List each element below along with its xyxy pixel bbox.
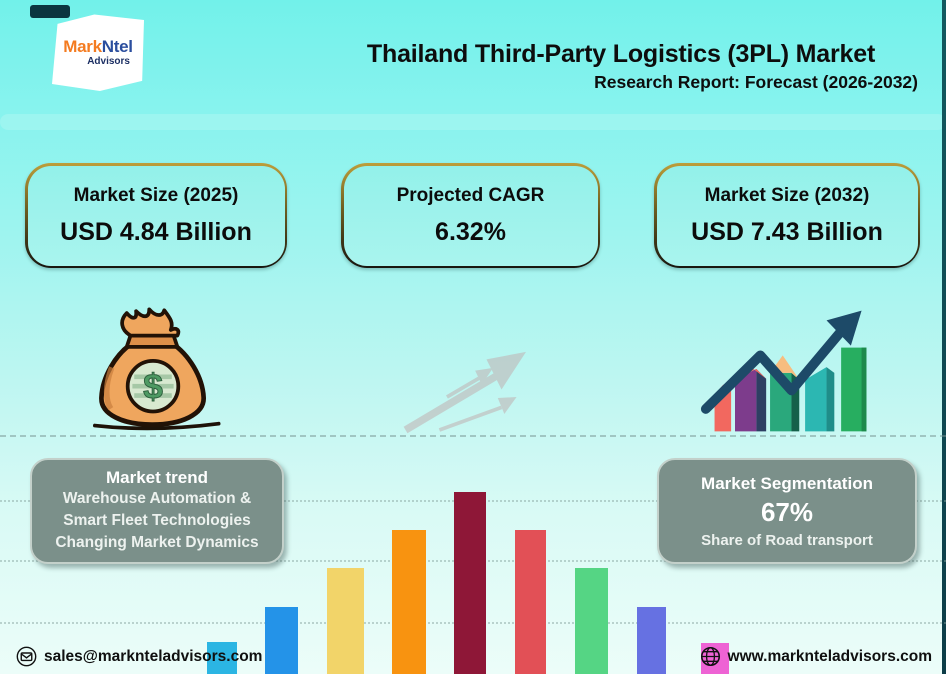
chart-bar [575, 568, 608, 674]
trend-card-line: Smart Fleet Technologies [63, 512, 251, 529]
stat-label: Projected CAGR [396, 184, 545, 206]
stat-value: USD 7.43 Billion [691, 217, 883, 246]
stat-label: Market Size (2032) [704, 184, 870, 206]
stat-value: USD 4.84 Billion [60, 217, 252, 246]
envelope-icon [16, 646, 37, 667]
segmentation-card-value: 67% [760, 496, 814, 527]
footer-email[interactable]: sales@marknteladvisors.com [16, 646, 262, 667]
money-bag-icon: $ [78, 298, 228, 435]
chart-bar [637, 607, 666, 674]
stat-label: Market Size (2025) [73, 184, 239, 206]
stat-card-inner: Projected CAGR 6.32% [343, 165, 598, 266]
chart-bar [392, 530, 426, 674]
footer-email-text: sales@marknteladvisors.com [44, 647, 263, 665]
page-title: Thailand Third-Party Logistics (3PL) Mar… [366, 40, 876, 68]
market-segmentation-card: Market Segmentation 67% Share of Road tr… [657, 458, 917, 564]
brand-name-part2: Ntel [101, 36, 133, 56]
footer-website[interactable]: www.marknteladvisors.com [700, 646, 932, 667]
chart-bar [515, 530, 546, 674]
right-edge-strip [942, 0, 946, 674]
chart-bar [265, 607, 298, 674]
footer-website-text: www.marknteladvisors.com [727, 647, 932, 665]
rising-arrows-icon [398, 342, 558, 437]
corner-accent-bar [30, 5, 70, 18]
stat-card-projected-cagr: Projected CAGR 6.32% [341, 163, 600, 268]
brand-subtitle: Advisors [87, 55, 130, 67]
brand-name-part1: Mark [63, 36, 102, 56]
trend-card-line: Warehouse Automation & [62, 490, 252, 507]
segmentation-card-title: Market Segmentation [701, 473, 873, 493]
segmentation-card-caption: Share of Road transport [701, 531, 873, 549]
globe-icon [700, 646, 721, 667]
stat-card-market-size-2025: Market Size (2025) USD 4.84 Billion [25, 163, 287, 268]
chart-bar [454, 492, 486, 674]
header: Thailand Third-Party Logistics (3PL) Mar… [322, 40, 920, 93]
brand-logo: MarkNtel Advisors [52, 14, 144, 91]
stat-card-inner: Market Size (2025) USD 4.84 Billion [27, 165, 285, 266]
trend-card-line: Changing Market Dynamics [55, 534, 259, 551]
page-subtitle: Research Report: Forecast (2026-2032) [594, 72, 918, 92]
trend-card-title: Market trend [105, 468, 209, 487]
stat-card-market-size-2032: Market Size (2032) USD 7.43 Billion [654, 163, 920, 268]
chart-bar [207, 642, 237, 674]
stat-card-inner: Market Size (2032) USD 7.43 Billion [656, 165, 918, 266]
svg-text:$: $ [143, 366, 163, 406]
stat-value: 6.32% [435, 217, 506, 246]
growth-chart-icon [698, 305, 883, 435]
chart-bar [327, 568, 364, 674]
brand-name: MarkNtel [63, 36, 133, 56]
baseline-dashed-line [0, 435, 946, 437]
market-trend-card: Market trend Warehouse Automation & Smar… [30, 458, 284, 564]
background-texture-band [0, 114, 946, 130]
